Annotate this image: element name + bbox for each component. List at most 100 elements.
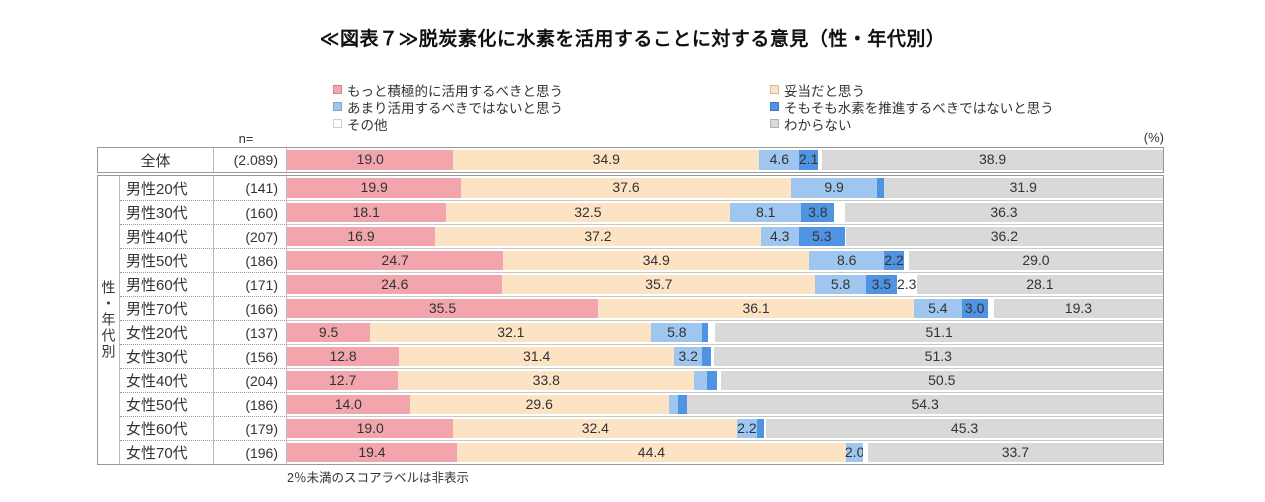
row-n-value: (166) — [214, 296, 287, 320]
stacked-bar: 12.8 31.4 3.2 51.3 — [287, 344, 1163, 368]
segment-value-label: 29.6 — [525, 396, 553, 412]
legend-item: あまり活用するべきではないと思う — [333, 98, 563, 116]
bar-segment: 36.2 — [845, 227, 1163, 246]
bar-segment: 3.8 — [801, 203, 835, 222]
bar-segment: 8.1 — [730, 203, 802, 222]
bar-segment: 33.7 — [867, 443, 1163, 462]
row-n-value: (204) — [214, 368, 287, 392]
bar-segment: 29.0 — [908, 251, 1163, 270]
bar-segment — [863, 443, 868, 462]
legend-item: その他 — [333, 115, 563, 133]
row-label: 男性40代 — [120, 224, 214, 248]
bar-segment: 8.6 — [809, 251, 885, 270]
bar-segment: 3.0 — [961, 299, 988, 318]
segment-value-label: 12.8 — [329, 348, 357, 364]
bar-segment: 19.4 — [287, 443, 457, 462]
stacked-bar: 18.1 32.5 8.1 3.8 36.3 — [287, 200, 1163, 224]
table-row: 男性30代 (160) 18.1 32.5 8.1 3.8 36.3 — [120, 200, 1163, 224]
legend-label: あまり活用するべきではないと思う — [347, 100, 563, 116]
segment-value-label: 24.7 — [381, 252, 409, 268]
stacked-bar: 14.0 29.6 54.3 — [287, 392, 1163, 416]
segment-value-label: 18.1 — [352, 204, 380, 220]
stacked-bar: 19.0 32.4 2.2 45.3 — [287, 416, 1163, 440]
bar-segment: 5.3 — [798, 227, 845, 246]
bar-segment — [717, 371, 721, 390]
legend-label: わからない — [784, 117, 852, 133]
stacked-bar: 24.7 34.9 8.6 2.2 29.0 — [287, 248, 1163, 272]
segment-value-label: 19.0 — [356, 420, 384, 436]
row-n-value: (137) — [214, 320, 287, 344]
bar-segment: 51.1 — [715, 323, 1163, 342]
segment-value-label: 37.2 — [584, 228, 612, 244]
segment-value-label: 2.2 — [884, 252, 904, 268]
bar-segment: 54.3 — [687, 395, 1163, 414]
table-row: 男性40代 (207) 16.9 37.2 4.3 5.3 36.2 — [120, 224, 1163, 248]
bar-segment: 29.6 — [409, 395, 669, 414]
bar-segment: 2.0 — [844, 443, 865, 462]
segment-value-label: 38.9 — [978, 151, 1007, 167]
bar-segment: 32.1 — [370, 323, 652, 342]
bar-segment: 2.2 — [884, 251, 904, 270]
row-label: 女性60代 — [120, 416, 214, 440]
bar-segment: 12.8 — [287, 347, 400, 366]
segment-value-label: 29.0 — [1022, 252, 1050, 268]
segment-value-label: 45.3 — [950, 420, 979, 436]
segment-value-label: 34.9 — [592, 151, 620, 167]
bar-segment: 28.1 — [916, 275, 1163, 294]
segment-value-label: 4.3 — [769, 228, 790, 244]
bar-segment — [877, 178, 884, 198]
segment-value-label: 31.9 — [1009, 179, 1037, 195]
legend-swatch-icon — [770, 85, 779, 94]
legend-item: わからない — [770, 115, 1054, 133]
legend-label: もっと積極的に活用するべきと思う — [347, 83, 563, 99]
segment-value-label: 51.1 — [925, 324, 953, 340]
row-label: 男性60代 — [120, 272, 214, 296]
bar-segment: 5.8 — [815, 275, 866, 294]
stacked-bar: 19.4 44.4 2.0 33.7 — [287, 440, 1163, 464]
segment-value-label: 2.3 — [896, 276, 917, 292]
row-label: 女性30代 — [120, 344, 214, 368]
bar-segment: 2.2 — [737, 419, 757, 438]
row-label: 全体 — [98, 148, 214, 172]
segment-value-label: 4.6 — [769, 151, 790, 167]
legend-label: その他 — [347, 117, 388, 133]
segment-value-label: 32.4 — [581, 420, 609, 436]
bar-segment: 12.7 — [287, 371, 399, 390]
bar-segment: 34.9 — [453, 150, 760, 170]
segment-value-label: 9.5 — [318, 324, 339, 340]
bar-segment — [702, 347, 711, 366]
bar-segment: 19.0 — [287, 419, 454, 438]
segment-value-label: 3.8 — [808, 204, 828, 220]
row-label: 女性20代 — [120, 320, 214, 344]
segment-value-label: 32.5 — [574, 204, 602, 220]
n-column-header: n= — [238, 131, 254, 146]
segment-value-label: 5.8 — [667, 324, 687, 340]
bar-segment: 5.4 — [914, 299, 962, 318]
segment-value-label: 33.8 — [532, 372, 560, 388]
table-row: 男性20代 (141) 19.9 37.6 9.9 31.9 — [120, 176, 1163, 200]
segment-value-label: 54.3 — [911, 396, 939, 412]
table-row: 女性70代 (196) 19.4 44.4 2.0 33.7 — [120, 440, 1163, 464]
bar-segment: 3.2 — [674, 347, 703, 366]
segment-value-label: 9.9 — [824, 179, 844, 195]
segment-value-label: 19.3 — [1064, 300, 1093, 316]
bar-segment: 5.8 — [651, 323, 703, 342]
segment-value-label: 5.8 — [830, 276, 851, 292]
segment-value-label: 8.6 — [837, 252, 857, 268]
bar-segment — [817, 150, 823, 170]
row-n-value: (179) — [214, 416, 287, 440]
bar-segment: 38.9 — [822, 150, 1163, 170]
stacked-bar: 9.5 32.1 5.8 51.1 — [287, 320, 1163, 344]
bar-segment: 2.1 — [799, 150, 818, 170]
row-n-value: (171) — [214, 272, 287, 296]
bar-segment: 36.3 — [844, 203, 1163, 222]
segment-value-label: 5.4 — [928, 300, 948, 316]
legend-label: 妥当だと思う — [784, 83, 865, 99]
stacked-bar: 19.0 34.9 4.6 2.1 38.9 — [287, 148, 1163, 172]
bar-segment — [707, 371, 718, 390]
table-row: 女性50代 (186) 14.0 29.6 54.3 — [120, 392, 1163, 416]
segment-value-label: 34.9 — [642, 252, 670, 268]
segment-value-label: 44.4 — [637, 444, 666, 460]
segment-value-label: 2.0 — [844, 444, 865, 460]
legend-item: もっと積極的に活用するべきと思う — [333, 81, 563, 99]
